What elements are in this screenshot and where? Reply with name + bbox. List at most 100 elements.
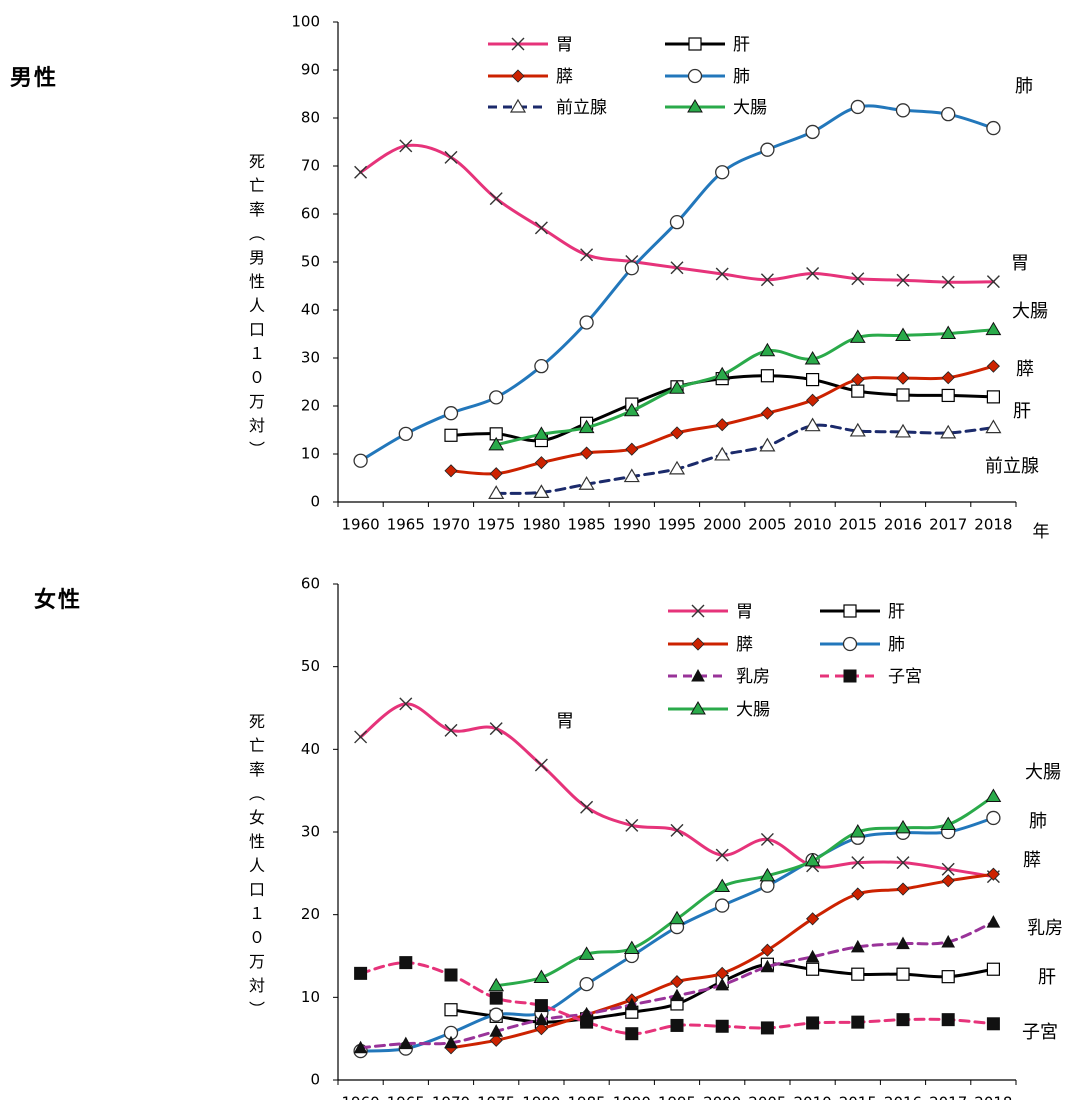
data-point <box>941 934 956 948</box>
data-point <box>895 103 911 118</box>
y-axis-label-char: 性 <box>248 272 265 291</box>
legend-marker <box>691 637 705 651</box>
data-point <box>851 887 865 901</box>
x-tick-label: 2015 <box>839 1094 877 1100</box>
data-point <box>759 867 776 882</box>
y-axis-label-char: 率 <box>248 760 265 779</box>
data-point <box>759 437 776 452</box>
data-point <box>534 1012 549 1026</box>
data-point <box>941 275 955 289</box>
data-point <box>941 862 955 876</box>
y-axis-label-char: 人 <box>248 856 265 875</box>
series-end-label: 肝 <box>1038 967 1056 988</box>
data-point <box>669 910 685 925</box>
data-point <box>489 1007 504 1022</box>
data-point <box>806 267 820 281</box>
y-axis-label-char: １ <box>248 904 265 923</box>
x-tick-label: 1970 <box>432 1094 470 1100</box>
y-tick-label: 40 <box>301 740 320 758</box>
data-point <box>398 426 413 441</box>
y-tick-label: 40 <box>301 301 320 319</box>
data-point <box>760 832 774 846</box>
legend-label: 膵 <box>556 67 573 87</box>
data-point <box>715 418 729 432</box>
data-point <box>941 970 955 984</box>
y-tick-label: 10 <box>301 445 320 463</box>
male-y-axis-label: 死亡率 ︵ 男性人口 １ ０ 万対 ︶ <box>246 150 268 462</box>
y-axis-label-char: 口 <box>248 880 265 899</box>
legend-marker <box>690 701 706 715</box>
data-point <box>488 977 505 992</box>
y-axis-label-char: 人 <box>248 296 265 315</box>
legend-marker <box>509 98 527 113</box>
data-point <box>580 248 594 262</box>
data-point <box>715 977 730 991</box>
data-point <box>715 848 729 862</box>
legend-label: 膵 <box>736 635 753 655</box>
y-axis-label-char: 亡 <box>248 736 265 755</box>
y-tick-label: 50 <box>301 657 320 675</box>
x-tick-label: 2010 <box>794 1094 832 1100</box>
data-point <box>896 936 910 950</box>
y-axis-label-char: 万 <box>248 952 265 971</box>
data-point <box>580 800 594 814</box>
y-tick-label: 30 <box>301 823 320 841</box>
data-point <box>896 371 910 385</box>
data-point <box>896 388 910 402</box>
y-axis-label-char: ︶ <box>248 1000 265 1019</box>
data-point <box>579 315 594 330</box>
x-tick-label: 2010 <box>794 516 832 534</box>
x-tick-label: 1965 <box>387 516 425 534</box>
y-axis-label-char: 死 <box>248 152 265 171</box>
data-point <box>806 912 820 926</box>
data-point <box>851 373 865 387</box>
data-point <box>670 426 684 440</box>
x-tick-label: 1960 <box>342 516 380 534</box>
data-point <box>444 1035 458 1049</box>
data-point <box>894 423 912 438</box>
y-tick-label: 50 <box>301 253 320 271</box>
data-point <box>353 1040 368 1054</box>
y-axis-label-char: ０ <box>248 928 265 947</box>
legend-label: 胃 <box>556 35 573 55</box>
data-point <box>805 124 820 140</box>
legend-marker <box>842 636 858 652</box>
y-tick-label: 60 <box>301 575 320 593</box>
data-point <box>624 997 639 1011</box>
data-point <box>896 273 910 287</box>
data-point <box>806 1016 820 1030</box>
series-大腸 <box>488 321 1002 451</box>
data-point <box>625 1027 639 1041</box>
y-tick-label: 70 <box>301 157 320 175</box>
data-point <box>669 215 685 230</box>
series-大腸 <box>488 788 1002 992</box>
legend-marker <box>843 669 857 683</box>
y-axis-label-char: 口 <box>248 320 265 339</box>
y-tick-label: 10 <box>301 988 320 1006</box>
data-point <box>444 723 458 737</box>
series-annotation: 胃 <box>556 711 574 732</box>
data-point <box>896 967 910 981</box>
data-point <box>534 758 548 772</box>
x-tick-label: 2018 <box>974 1094 1012 1100</box>
male-panel-label: 男性 <box>10 66 59 91</box>
legend-marker <box>691 668 705 682</box>
data-point <box>534 999 548 1013</box>
legend-label: 子宮 <box>888 667 922 687</box>
data-point <box>489 991 503 1005</box>
legend-label: 前立腺 <box>556 98 607 118</box>
x-tick-label: 2016 <box>884 516 922 534</box>
legend-label: 胃 <box>736 602 753 622</box>
data-point <box>399 956 413 970</box>
series-前立腺 <box>488 417 1002 499</box>
series-line <box>494 795 995 988</box>
x-tick-label: 1990 <box>613 516 651 534</box>
data-point <box>851 967 865 981</box>
data-point <box>354 165 368 179</box>
series-胃 <box>354 697 1000 884</box>
data-point <box>444 1003 458 1017</box>
x-tick-label: 1970 <box>432 516 470 534</box>
y-axis-label-char: ︵ <box>248 784 265 803</box>
y-axis-label-char: 亡 <box>248 176 265 195</box>
data-point <box>940 816 957 831</box>
